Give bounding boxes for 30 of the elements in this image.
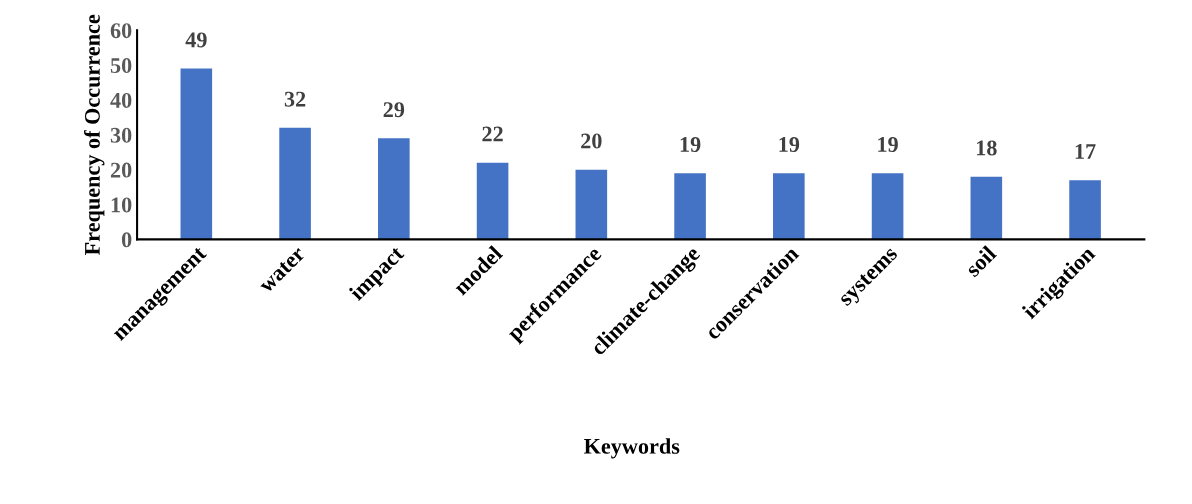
bar: [970, 176, 1003, 240]
data-label: 18: [976, 140, 997, 156]
data-label: 19: [680, 137, 701, 152]
y-tick-label: 20: [110, 162, 132, 178]
bar: [575, 169, 608, 240]
y-tick-label: 40: [110, 92, 132, 108]
y-axis-title: Frequency of Occurrence: [84, 14, 105, 255]
data-label: 22: [482, 126, 503, 142]
bar: [476, 162, 509, 240]
y-tick-label: 10: [111, 197, 132, 213]
bar: [871, 173, 904, 240]
y-tick-label: 50: [110, 58, 132, 74]
bar: [279, 127, 311, 240]
data-label: 19: [878, 137, 898, 152]
y-tick-label: 60: [110, 23, 132, 39]
bar: [1069, 180, 1101, 240]
bar: [674, 173, 706, 240]
data-label: 49: [185, 32, 207, 48]
bar: [773, 173, 805, 240]
x-axis-title: Keywords: [583, 438, 680, 459]
data-label: 32: [284, 91, 306, 107]
bar: [378, 138, 410, 240]
data-label: 17: [1075, 144, 1096, 159]
y-tick-label: 30: [110, 127, 132, 143]
data-label: 29: [383, 102, 405, 118]
y-tick-label: 0: [121, 232, 132, 248]
data-label: 20: [581, 133, 602, 149]
data-label: 19: [779, 137, 800, 152]
x-tick-label: soil: [964, 244, 998, 278]
bar: [180, 68, 213, 240]
